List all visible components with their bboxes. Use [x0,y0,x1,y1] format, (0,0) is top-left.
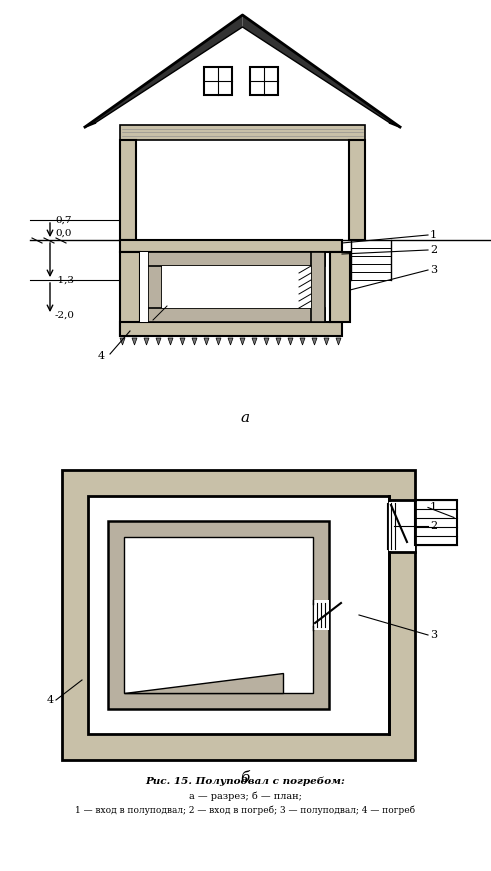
Polygon shape [264,338,269,345]
Text: 4: 4 [47,695,54,705]
Bar [148,308,325,322]
Text: 3: 3 [430,630,437,640]
Polygon shape [312,338,317,345]
Polygon shape [276,338,281,345]
Bar [124,537,313,693]
Text: -2,0: -2,0 [55,310,75,320]
Text: 1: 1 [430,503,437,512]
Bar [108,521,329,709]
Polygon shape [336,338,341,345]
Polygon shape [288,338,293,345]
Bar [313,600,329,630]
Text: 2: 2 [430,521,437,531]
Polygon shape [240,338,245,345]
Bar [162,266,311,308]
Bar [330,252,350,322]
Polygon shape [324,338,329,345]
Text: Рис. 15. Полуподвал с погребом:: Рис. 15. Полуподвал с погребом: [145,776,345,786]
Bar [311,252,325,322]
Polygon shape [124,673,283,693]
Bar [140,252,148,322]
Polygon shape [85,15,243,127]
Bar [120,140,136,240]
Polygon shape [228,338,233,345]
Polygon shape [192,338,197,345]
Polygon shape [132,338,137,345]
Bar [62,470,415,760]
Bar [88,496,389,734]
Bar [120,240,342,252]
Polygon shape [243,15,400,127]
Text: 3: 3 [430,265,437,275]
Bar [250,67,278,95]
Text: 0,7: 0,7 [55,215,72,225]
Text: б: б [241,771,249,785]
Polygon shape [204,338,209,345]
Polygon shape [144,338,149,345]
Text: а: а [241,411,249,425]
Polygon shape [252,338,257,345]
Bar [120,322,342,336]
Polygon shape [156,338,161,345]
Polygon shape [180,338,185,345]
Text: -1,3: -1,3 [55,275,75,285]
Bar [30,240,120,336]
Text: 4: 4 [98,351,105,361]
Text: 2: 2 [430,245,437,255]
Bar [415,500,457,545]
Bar [349,140,365,240]
Bar [148,252,325,266]
Bar [204,67,233,95]
Bar [120,252,140,336]
Polygon shape [168,338,173,345]
Polygon shape [120,27,365,123]
Polygon shape [300,338,305,345]
Text: 1: 1 [430,230,437,240]
Bar [389,500,415,552]
Text: 1 — вход в полуподвал; 2 — вход в погреб; 3 — полуподвал; 4 — погреб: 1 — вход в полуподвал; 2 — вход в погреб… [75,806,415,814]
Polygon shape [120,338,125,345]
Text: 0,0: 0,0 [55,229,72,238]
Bar [120,125,365,140]
Bar [148,252,162,322]
Text: а — разрез; б — план;: а — разрез; б — план; [189,791,301,800]
Bar [389,500,415,552]
Polygon shape [216,338,221,345]
